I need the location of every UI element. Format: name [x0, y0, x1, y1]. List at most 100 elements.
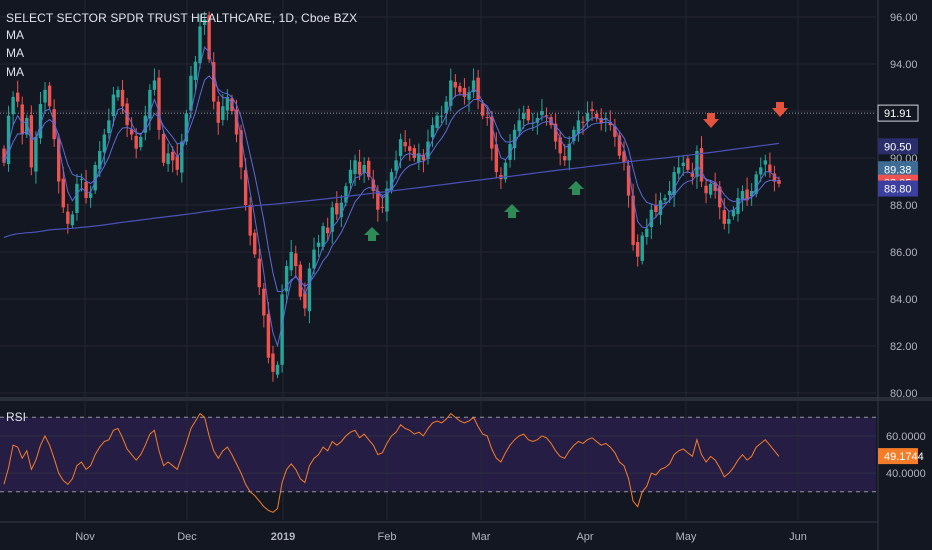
- chart-title: SELECT SECTOR SPDR TRUST HEALTHCARE, 1D,…: [6, 11, 358, 25]
- candle: [681, 154, 685, 176]
- candle: [439, 105, 444, 124]
- candle: [6, 105, 11, 172]
- candle: [325, 217, 330, 241]
- candle-body: [763, 160, 768, 165]
- candle: [745, 177, 749, 206]
- candle-body: [754, 174, 758, 194]
- candle-body: [626, 165, 631, 196]
- candle-body: [357, 161, 362, 175]
- candle-body: [157, 77, 161, 130]
- candle-body: [98, 150, 102, 170]
- candle-body: [120, 89, 125, 107]
- candle-body: [43, 89, 47, 103]
- candle-body: [772, 173, 777, 182]
- candle: [357, 149, 362, 181]
- candle: [394, 150, 398, 179]
- candle-body: [576, 120, 581, 135]
- candle-body: [672, 172, 676, 196]
- candle: [193, 56, 198, 92]
- rsi-legend[interactable]: RSI: [6, 410, 27, 424]
- candle: [672, 166, 676, 208]
- candle-body: [152, 80, 157, 90]
- candle: [289, 240, 293, 276]
- candle: [253, 229, 257, 258]
- candle: [576, 110, 581, 142]
- candle-body: [540, 111, 544, 116]
- time-axis: Nov Dec 2019 Feb Mar Apr May Jun: [75, 531, 807, 543]
- candle-body: [522, 113, 526, 119]
- candle: [535, 112, 540, 135]
- candle-body: [759, 167, 763, 175]
- candle: [234, 99, 239, 143]
- price-tag-ma-slow: 90.50: [878, 138, 918, 155]
- candle: [645, 218, 649, 245]
- candle: [462, 78, 467, 105]
- candle-body: [617, 135, 622, 156]
- candle: [421, 149, 426, 173]
- candle-body: [467, 92, 471, 100]
- ma-legend-1[interactable]: MA: [6, 28, 24, 42]
- candle: [594, 110, 599, 122]
- candle: [157, 69, 161, 140]
- rsi-tick-label: 60.0000: [886, 431, 926, 443]
- candle-body: [649, 209, 654, 228]
- candle-body: [161, 134, 166, 163]
- candle-body: [708, 183, 713, 195]
- candle-body: [417, 153, 421, 163]
- candle: [367, 157, 371, 181]
- candle: [43, 82, 47, 113]
- candle-body: [485, 117, 489, 119]
- candle-body: [581, 121, 585, 123]
- candle: [275, 361, 280, 379]
- candle: [266, 302, 271, 364]
- ma-legend-3[interactable]: MA: [6, 65, 24, 79]
- candle: [412, 144, 416, 162]
- candle: [202, 11, 207, 35]
- svg-text:88.80: 88.80: [884, 184, 912, 196]
- arrow-up-icon: [568, 181, 584, 195]
- candle: [353, 154, 357, 186]
- candle-body: [75, 183, 79, 213]
- candle: [567, 136, 571, 171]
- ma-legend-2[interactable]: MA: [6, 46, 24, 60]
- candle: [722, 198, 726, 230]
- candle-body: [435, 115, 439, 128]
- candle-body: [275, 364, 280, 375]
- candle-body: [57, 139, 61, 182]
- candle: [116, 86, 120, 101]
- candle-body: [408, 146, 412, 151]
- candle-body: [462, 87, 467, 97]
- candle-body: [558, 137, 562, 154]
- candle-body: [458, 86, 462, 93]
- candle: [695, 145, 699, 189]
- time-tick-label: Nov: [75, 531, 95, 543]
- candle: [239, 124, 243, 180]
- candle: [348, 159, 353, 192]
- candle: [161, 130, 166, 167]
- candle: [20, 96, 24, 145]
- candle: [763, 154, 768, 177]
- candle-body: [367, 160, 371, 177]
- candle-body: [645, 228, 649, 237]
- candle-body: [47, 85, 52, 107]
- candle: [553, 113, 558, 150]
- candle-body: [699, 148, 704, 182]
- candle-body: [348, 169, 353, 184]
- candle-body: [189, 75, 193, 111]
- price-tick-label: 96.00: [890, 12, 918, 24]
- time-tick-label: Mar: [472, 531, 491, 543]
- candle-body: [572, 129, 576, 142]
- candle-body: [2, 148, 6, 163]
- candle-body: [216, 101, 220, 123]
- candle-body: [294, 253, 298, 267]
- candle: [677, 155, 681, 180]
- candle: [312, 237, 316, 275]
- candle-body: [749, 190, 754, 197]
- candle: [453, 74, 458, 98]
- candle: [490, 111, 494, 161]
- candle-body: [230, 98, 234, 111]
- candle-body: [444, 101, 448, 113]
- arrow-down-icon: [703, 113, 719, 128]
- candle-body: [508, 143, 512, 160]
